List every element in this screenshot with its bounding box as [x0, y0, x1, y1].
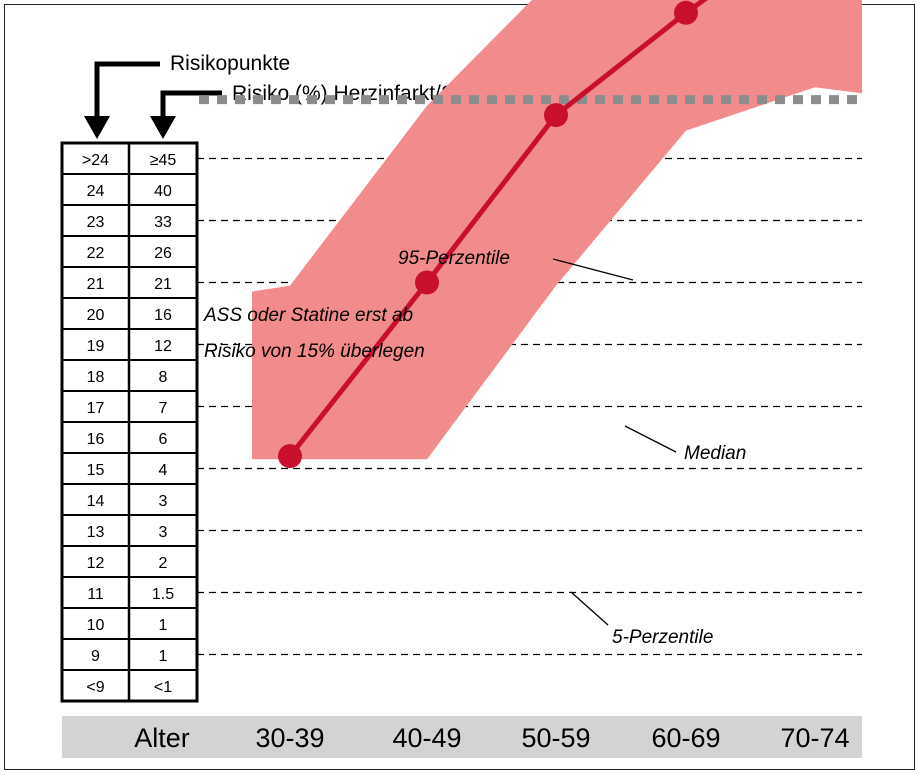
x-axis-title: Alter	[134, 723, 190, 753]
threshold-label-line1: ASS oder Statine erst ab	[203, 305, 413, 326]
table-risk-cell: 16	[154, 307, 172, 324]
table-risk-cell: 26	[154, 245, 172, 262]
percentile-band	[252, 0, 862, 460]
table-risk-cell: 1	[159, 648, 168, 665]
table-risk-cell: 21	[154, 276, 172, 293]
x-axis-bar	[62, 716, 862, 758]
table-points-cell: 20	[87, 307, 105, 324]
x-tick-label: 60-69	[651, 723, 720, 753]
table-risk-cell: 33	[154, 214, 172, 231]
table-risk-cell: 1	[159, 617, 168, 634]
table-points-cell: 13	[87, 524, 105, 541]
table-points-cell: 18	[87, 369, 105, 386]
table-points-cell: 23	[87, 214, 105, 231]
table-risk-cell: ≥45	[150, 152, 177, 169]
median-point	[415, 270, 439, 295]
table-risk-cell: 3	[159, 524, 168, 541]
table-risk-cell: 3	[159, 493, 168, 510]
p95-label: 95-Perzentile	[398, 248, 510, 269]
table-points-cell: >24	[82, 152, 109, 169]
table-points-cell: 21	[87, 276, 105, 293]
median-line	[288, 0, 709, 458]
table-risk-cell: <1	[154, 679, 172, 696]
table-risk-cell: 7	[159, 400, 168, 417]
table-points-cell: 16	[87, 431, 105, 448]
table-points-cell: 24	[87, 183, 105, 200]
threshold-label-line2: Risiko von 15% überlegen	[204, 341, 425, 362]
p5-callout-line	[570, 591, 609, 626]
x-tick-label: 50-59	[521, 723, 590, 753]
x-tick-label: 30-39	[255, 723, 324, 753]
table-risk-cell: 40	[154, 183, 172, 200]
table-risk-cell: 12	[154, 338, 172, 355]
plot-area	[199, 0, 862, 469]
median-label: Median	[684, 443, 746, 464]
table-risk-cell: 6	[159, 431, 168, 448]
risk-arrow-icon	[150, 90, 222, 139]
table-points-cell: 17	[87, 400, 105, 417]
table-points-cell: 10	[87, 617, 105, 634]
table-points-cell: 11	[87, 586, 104, 603]
x-ticks: 30-39 40-49 50-59 60-69 70-74	[255, 723, 849, 753]
p95-callout-line	[552, 258, 634, 281]
median-point	[278, 444, 302, 469]
table-risk-cell: 4	[159, 462, 168, 479]
table-risk-cell: 2	[159, 555, 168, 572]
table-points-cell: 22	[87, 245, 105, 262]
median-callout-line	[624, 425, 677, 453]
points-header-label: Risikopunkte	[170, 52, 290, 75]
x-tick-label: 40-49	[392, 723, 461, 753]
points-arrow-icon	[84, 61, 160, 139]
median-point	[544, 103, 568, 128]
table-points-cell: 15	[87, 462, 105, 479]
x-tick-label: 70-74	[780, 723, 849, 753]
table-points-cell: 14	[87, 493, 105, 510]
median-point	[674, 0, 698, 25]
p5-label: 5-Perzentile	[612, 627, 713, 648]
table-points-cell: 9	[91, 648, 100, 665]
table-points-cell: <9	[86, 679, 104, 696]
table-points-cell: 19	[87, 338, 105, 355]
table-points-cell: 12	[87, 555, 105, 572]
table-risk-cell: 8	[159, 369, 168, 386]
table-risk-cell: 1.5	[152, 586, 174, 603]
